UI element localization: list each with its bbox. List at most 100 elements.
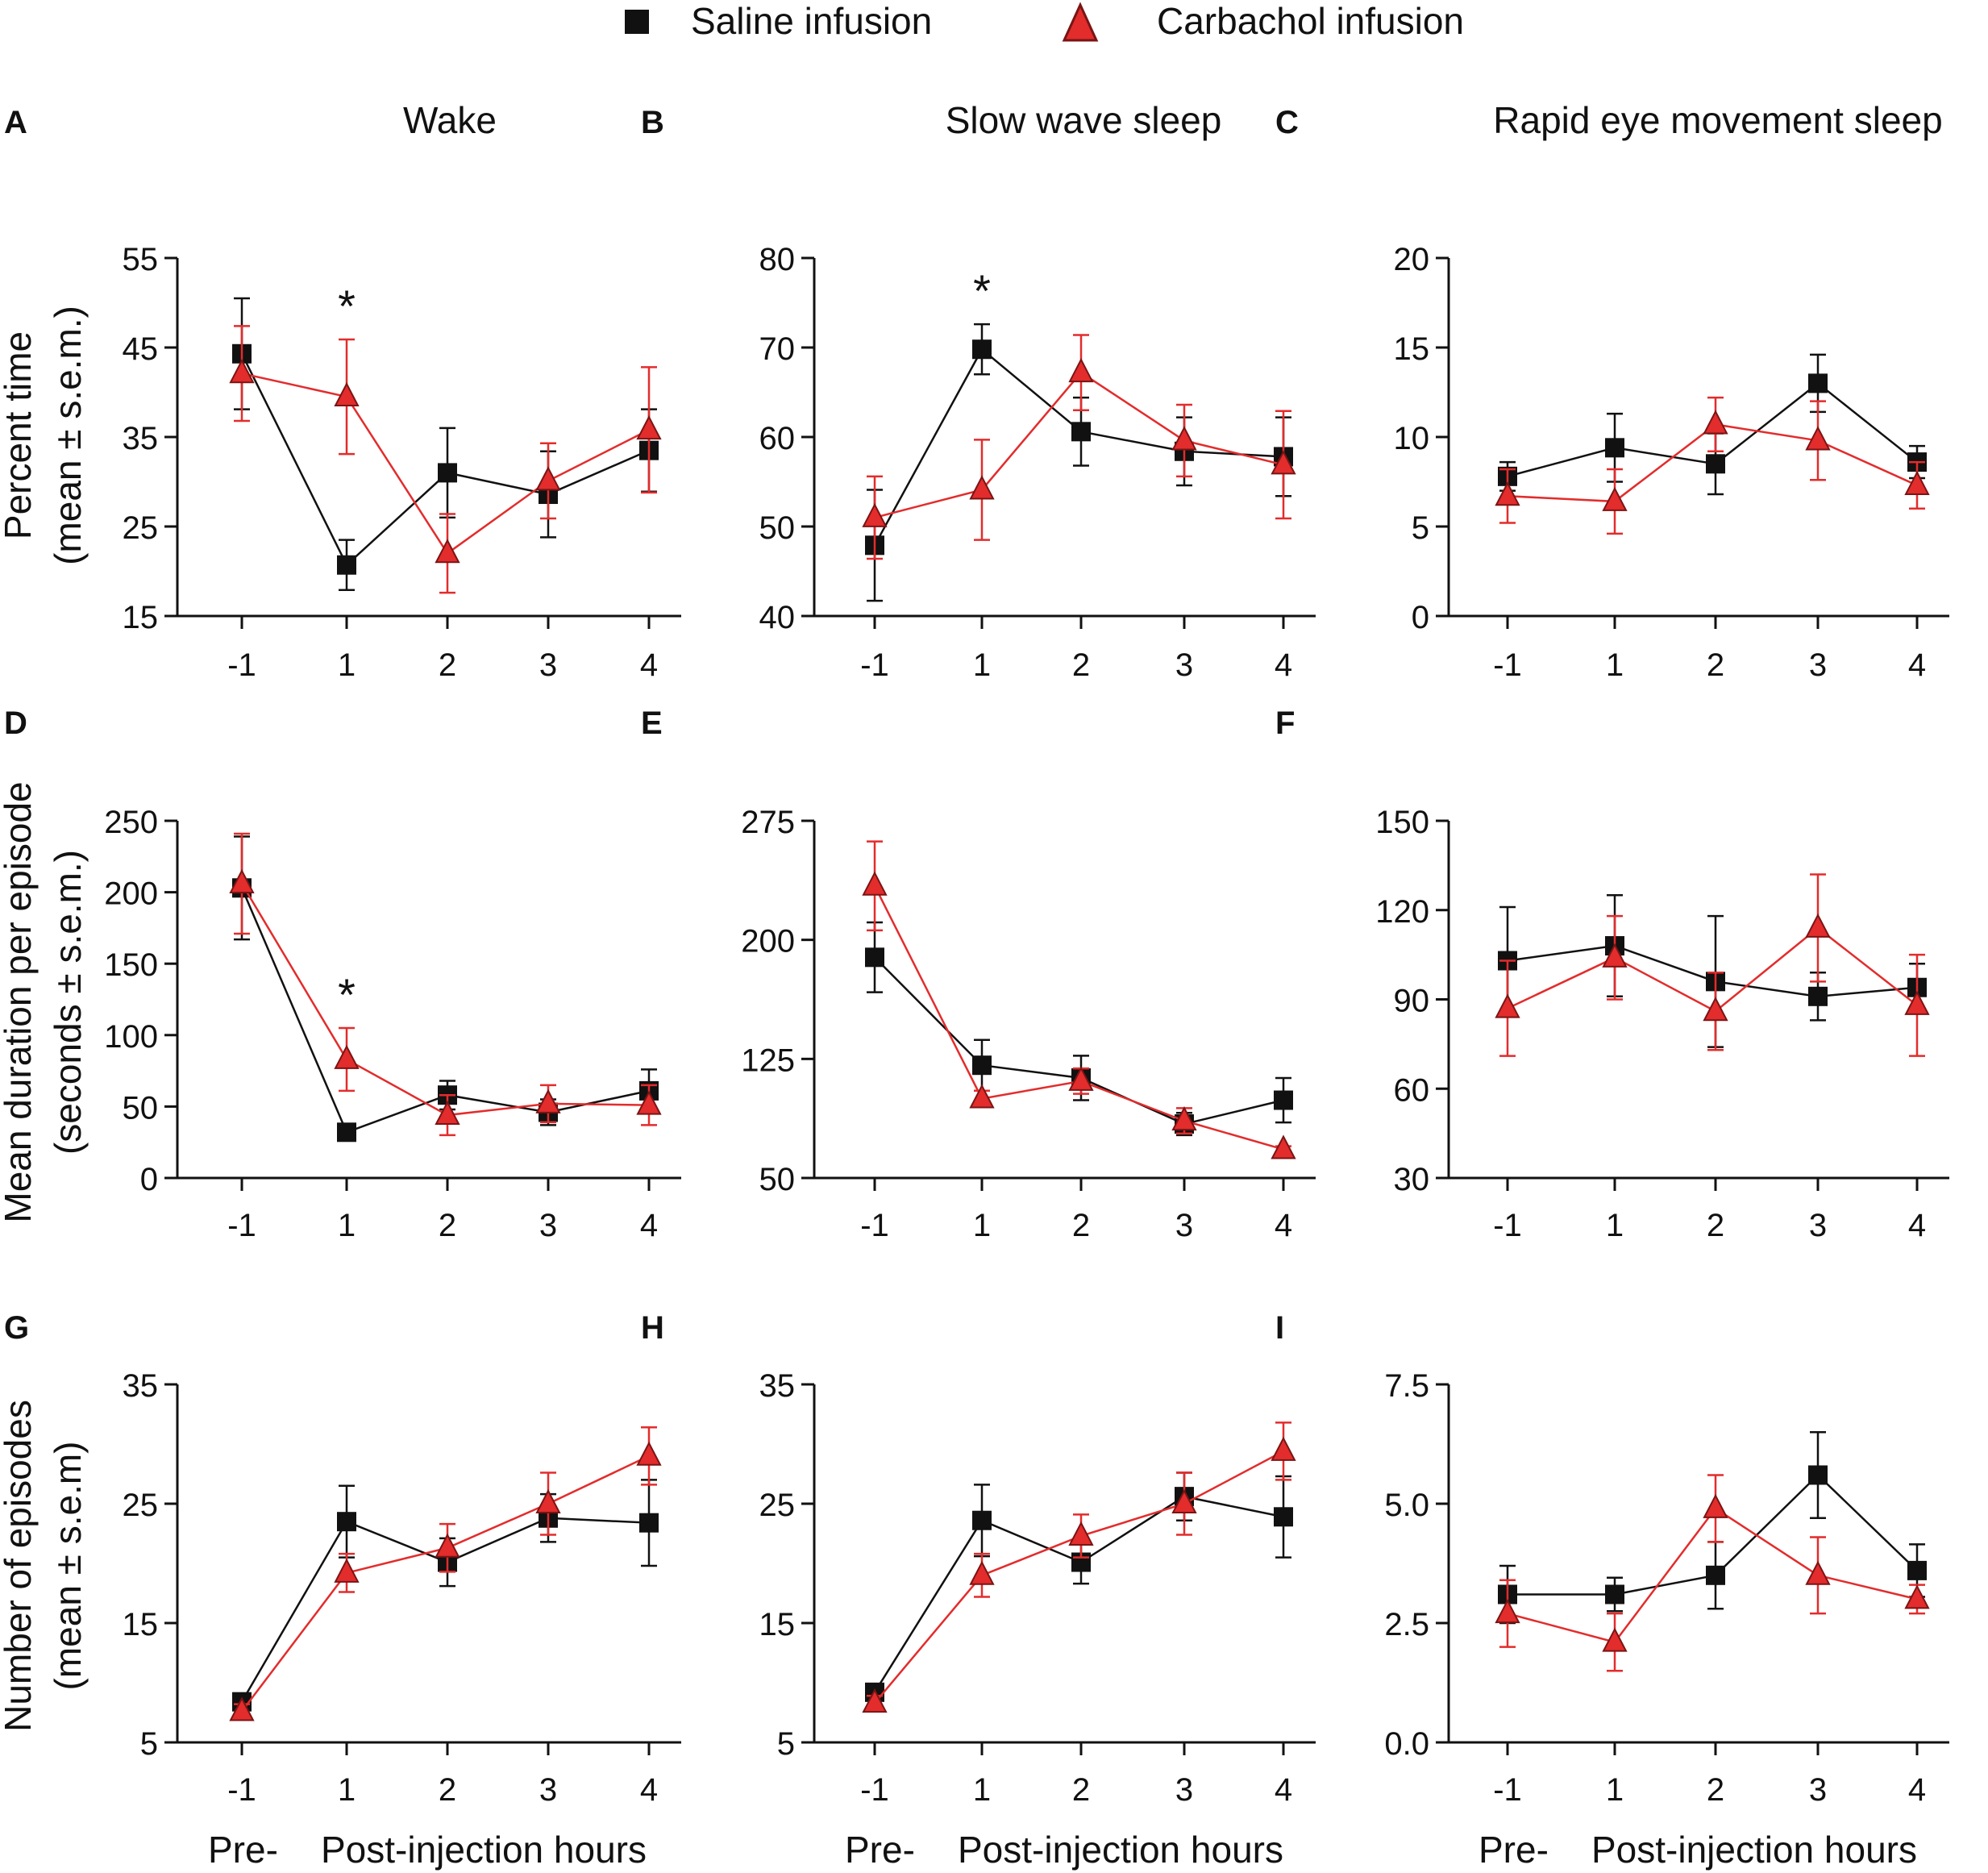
footer-post-col2: Post-injection hours xyxy=(958,1829,1283,1871)
data-point-triangle xyxy=(1904,470,1930,495)
data-point-square xyxy=(972,1510,992,1530)
panel-letter-i: I xyxy=(1275,1310,1284,1346)
data-point-triangle xyxy=(1171,1105,1197,1131)
series-saline-h xyxy=(865,1471,1293,1702)
data-point-triangle xyxy=(1602,486,1628,511)
y-tick-label-f: 150 xyxy=(1375,805,1429,840)
x-tick-label-c: 4 xyxy=(1908,647,1926,683)
column-title-slow-wave-sleep: Slow wave sleep xyxy=(946,99,1222,141)
series-saline-e xyxy=(865,921,1293,1137)
x-tick-label-d: 3 xyxy=(539,1208,557,1243)
y-tick-label-i: 5.0 xyxy=(1384,1488,1429,1523)
x-tick-label-a: 2 xyxy=(439,647,456,683)
y-tick-label-b: 70 xyxy=(759,331,796,367)
x-tick-label-d: -1 xyxy=(227,1208,256,1243)
y-tick-label-i: 2.5 xyxy=(1384,1607,1429,1642)
data-point-triangle xyxy=(535,1488,561,1513)
y-tick-label-g: 35 xyxy=(123,1368,159,1404)
x-tick-label-g: 2 xyxy=(439,1772,456,1808)
y-tick-label-g: 15 xyxy=(123,1607,159,1642)
x-tick-label-e: 1 xyxy=(973,1208,991,1243)
data-point-square xyxy=(1071,422,1091,442)
y-tick-label-h: 25 xyxy=(759,1488,796,1523)
series-carbachol-e xyxy=(862,840,1296,1159)
series-saline-d xyxy=(232,835,659,1143)
column-titles: Wake Slow wave sleep Rapid eye movement … xyxy=(403,99,1943,141)
data-point-triangle xyxy=(334,381,360,407)
x-tick-label-a: -1 xyxy=(227,647,256,683)
x-tick-label-b: 2 xyxy=(1072,647,1090,683)
x-tick-label-a: 1 xyxy=(338,647,356,683)
footer-pre-col2: Pre- xyxy=(845,1829,915,1871)
panel-letter-c: C xyxy=(1275,105,1299,140)
x-tick-label-f: 1 xyxy=(1606,1208,1624,1243)
data-point-square xyxy=(1274,1090,1293,1110)
x-tick-label-i: 3 xyxy=(1809,1772,1827,1808)
legend-carbachol-marker xyxy=(1062,2,1099,42)
legend-carbachol-label: Carbachol infusion xyxy=(1157,0,1464,42)
data-point-triangle xyxy=(229,1696,255,1721)
y-tick-label-d: 50 xyxy=(123,1090,159,1126)
x-tick-label-e: 2 xyxy=(1072,1208,1090,1243)
y-tick-label-c: 15 xyxy=(1394,331,1430,367)
data-point-square xyxy=(337,1122,356,1143)
series-saline-i xyxy=(1498,1430,1927,1625)
data-point-triangle xyxy=(1805,426,1831,451)
footer-pre-col3: Pre- xyxy=(1479,1829,1549,1871)
panel-d: D 0 50 100 150 200 250 -1 1 2 3 4 * xyxy=(4,705,681,1243)
x-tick-label-b: 4 xyxy=(1275,647,1292,683)
y-tick-label-f: 90 xyxy=(1394,984,1430,1019)
series-saline-b xyxy=(865,323,1293,602)
x-tick-label-g: 3 xyxy=(539,1772,557,1808)
y-tick-label-a: 45 xyxy=(123,331,159,367)
series-carbachol-a xyxy=(229,325,662,594)
y-tick-label-h: 35 xyxy=(759,1368,796,1404)
series-line xyxy=(874,956,1284,1126)
series-line xyxy=(241,1455,650,1713)
data-point-triangle xyxy=(1495,481,1520,506)
data-point-square xyxy=(865,947,884,968)
row1-ylabel-line2: (mean ± s.e.m.) xyxy=(47,306,89,565)
data-point-triangle xyxy=(969,1084,995,1109)
footer-post-col3: Post-injection hours xyxy=(1591,1829,1917,1871)
data-point-triangle xyxy=(1602,943,1628,968)
data-point-triangle xyxy=(1068,1066,1094,1091)
x-tick-label-g: 4 xyxy=(640,1772,658,1808)
y-tick-label-d: 250 xyxy=(104,805,158,840)
series-carbachol-b xyxy=(862,334,1296,560)
row1-ylabel-line1: Percent time xyxy=(0,331,39,539)
y-tick-label-b: 60 xyxy=(759,421,796,456)
y-tick-label-e: 200 xyxy=(741,924,795,959)
series-carbachol-f xyxy=(1495,873,1930,1057)
data-point-triangle xyxy=(1271,450,1296,475)
data-point-triangle xyxy=(435,1100,460,1126)
y-tick-label-f: 60 xyxy=(1394,1072,1430,1108)
series-carbachol-h xyxy=(862,1421,1296,1713)
data-point-triangle xyxy=(1068,1521,1094,1546)
y-tick-label-d: 200 xyxy=(104,876,158,912)
data-point-square xyxy=(337,1512,356,1532)
x-tick-label-i: 4 xyxy=(1908,1772,1926,1808)
y-tick-label-a: 55 xyxy=(123,242,159,277)
data-point-square xyxy=(972,1055,992,1076)
x-tick-label-d: 4 xyxy=(640,1208,658,1243)
data-point-triangle xyxy=(334,1558,360,1583)
data-point-triangle xyxy=(1703,1493,1728,1518)
series-line xyxy=(1507,926,1918,1013)
x-tick-label-f: -1 xyxy=(1493,1208,1522,1243)
y-tick-label-a: 15 xyxy=(123,600,159,635)
x-tick-label-b: -1 xyxy=(860,647,889,683)
y-tick-label-d: 150 xyxy=(104,947,158,983)
x-tick-label-i: 2 xyxy=(1707,1772,1724,1808)
x-tick-label-c: -1 xyxy=(1493,647,1522,683)
data-point-triangle xyxy=(862,871,888,896)
x-tick-label-f: 3 xyxy=(1809,1208,1827,1243)
series-carbachol-d xyxy=(229,832,662,1137)
x-tick-label-b: 1 xyxy=(973,647,991,683)
data-point-square xyxy=(1706,1565,1725,1585)
series-line xyxy=(874,371,1284,519)
data-point-triangle xyxy=(1171,426,1197,451)
data-point-triangle xyxy=(1271,1436,1296,1461)
data-point-triangle xyxy=(1171,1488,1197,1513)
